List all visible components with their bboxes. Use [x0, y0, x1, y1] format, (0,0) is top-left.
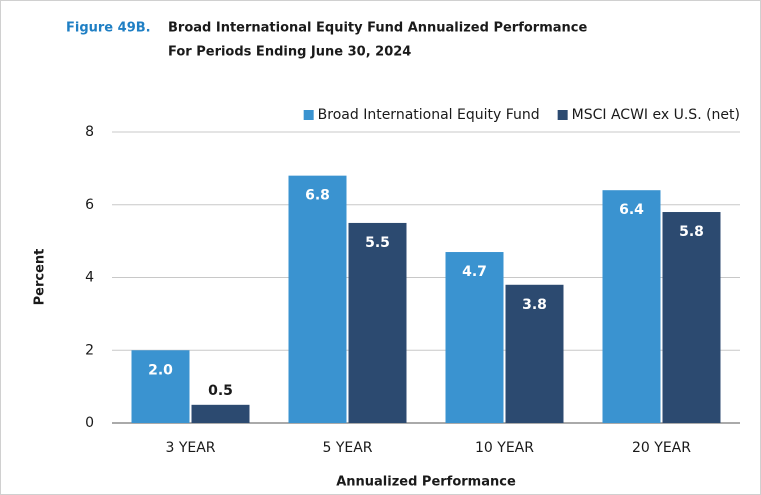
bar	[602, 190, 661, 423]
value-label: 5.8	[679, 224, 704, 240]
y-axis-title: Percent	[33, 249, 48, 306]
x-tick-label: 20 YEAR	[632, 440, 691, 456]
x-tick-label: 10 YEAR	[475, 440, 534, 456]
bar	[662, 212, 721, 423]
chart-title: Broad International Equity Fund Annualiz…	[168, 21, 587, 36]
legend-swatch	[557, 110, 568, 120]
x-tick-label: 3 YEAR	[165, 440, 215, 456]
y-tick-label: 0	[85, 415, 94, 431]
y-tick-label: 8	[85, 124, 94, 140]
value-label: 6.8	[305, 188, 330, 204]
bar	[288, 175, 347, 423]
y-tick-label: 2	[85, 342, 94, 358]
value-label: 4.7	[462, 264, 487, 280]
value-label: 0.5	[208, 383, 233, 399]
value-label: 2.0	[148, 362, 173, 378]
legend-label: Broad International Equity Fund	[318, 107, 540, 123]
bar	[348, 222, 407, 423]
legend-label: MSCI ACWI ex U.S. (net)	[572, 107, 740, 123]
legend-swatch	[303, 110, 314, 120]
bar	[505, 284, 564, 423]
value-label: 5.5	[365, 235, 390, 251]
value-label: 3.8	[522, 297, 547, 313]
figure-label: Figure 49B.	[66, 21, 151, 36]
bar	[131, 350, 190, 423]
y-tick-label: 4	[85, 270, 94, 286]
value-label: 6.4	[619, 202, 644, 218]
bar	[445, 252, 504, 423]
y-tick-label: 6	[85, 197, 94, 213]
x-tick-label: 5 YEAR	[322, 440, 372, 456]
bar	[191, 404, 250, 423]
chart-subtitle: For Periods Ending June 30, 2024	[168, 45, 411, 60]
x-axis-title: Annualized Performance	[336, 475, 516, 490]
